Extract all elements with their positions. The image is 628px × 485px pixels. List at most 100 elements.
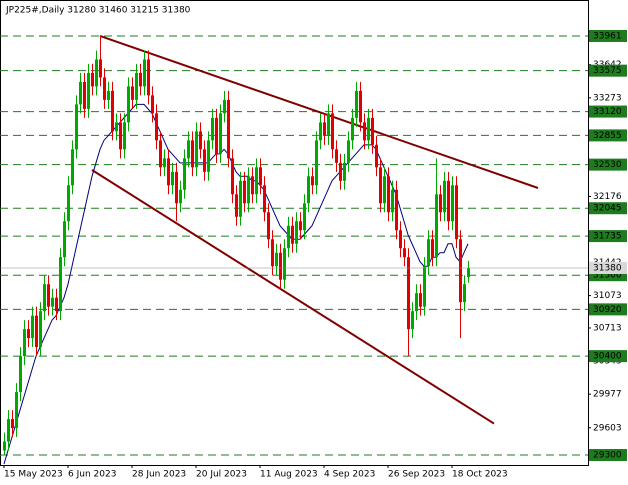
candle-body (351, 117, 354, 141)
candle-body (23, 329, 26, 357)
candle-body (131, 86, 134, 100)
candle-body (407, 257, 410, 330)
level-label-box (589, 29, 627, 42)
level-label-box (589, 129, 627, 142)
candle-body (3, 441, 6, 451)
level-label: 33575 (593, 66, 622, 76)
level-label-box (589, 202, 627, 215)
candle-body (83, 81, 86, 109)
candle-body (79, 81, 82, 105)
candle-body (71, 149, 74, 186)
candle-body (27, 329, 30, 339)
candle-body (295, 221, 298, 244)
y-tick-label: 32176 (593, 192, 622, 202)
candle-body (371, 117, 374, 145)
candle-body (219, 113, 222, 154)
candle-body (415, 293, 418, 312)
candle-body (395, 189, 398, 231)
candle-body (159, 140, 162, 168)
candle-body (147, 59, 150, 96)
level-label-box (589, 303, 627, 316)
candle-body (227, 99, 230, 159)
candle-body (139, 72, 142, 87)
level-label-box (589, 105, 627, 118)
candle-body (247, 176, 250, 204)
candle-body (43, 284, 46, 312)
candle-body (347, 140, 350, 163)
candle-body (199, 131, 202, 150)
candle-body (303, 203, 306, 231)
y-tick-label: 29977 (593, 390, 622, 400)
candle-body (11, 419, 14, 429)
candle-body (63, 221, 66, 258)
candle-body (91, 72, 94, 87)
candle-body (447, 180, 450, 222)
candle-body (179, 189, 182, 204)
candle-body (383, 176, 386, 204)
candle-body (87, 72, 90, 109)
candle-body (387, 176, 390, 213)
candle-body (231, 158, 234, 195)
chart-title: JP225#,Daily 31280 31460 31215 31380 (5, 6, 191, 16)
candle-body (319, 122, 322, 141)
current-price-box (589, 262, 627, 275)
candle-body (171, 171, 174, 186)
candle-body (119, 122, 122, 150)
candle-body (207, 140, 210, 172)
x-tick-label: 28 Jun 2023 (132, 470, 186, 480)
level-label-box (589, 64, 627, 77)
candle-body (7, 419, 10, 442)
candle-body (155, 113, 158, 141)
candle-body (467, 268, 470, 278)
candle-body (271, 239, 274, 267)
candle-body (143, 59, 146, 87)
candle-body (263, 185, 266, 213)
candle-body (343, 162, 346, 181)
candle-body (307, 176, 310, 204)
level-label-box (589, 449, 627, 462)
level-label: 32530 (593, 160, 622, 170)
candle-body (455, 185, 458, 240)
candle-body (127, 86, 130, 123)
candle-body (167, 158, 170, 186)
trendline (99, 35, 539, 189)
current-price-label: 31380 (593, 264, 622, 274)
level-label: 31735 (593, 232, 622, 242)
candle-body (75, 104, 78, 150)
candle-body (99, 59, 102, 78)
candle-body (451, 185, 454, 222)
candle-body (275, 252, 278, 267)
candle-body (359, 90, 362, 123)
x-tick-label: 11 Aug 2023 (260, 470, 318, 480)
candle-body (311, 176, 314, 186)
candle-body (223, 99, 226, 114)
candle-body (423, 266, 426, 307)
candle-body (431, 239, 434, 258)
candle-body (411, 311, 414, 330)
level-label: 32045 (593, 204, 622, 214)
candle-body (355, 90, 358, 118)
candle-body (111, 90, 114, 132)
y-tick-label: 29603 (593, 423, 622, 433)
y-tick-label: 31073 (593, 291, 622, 301)
candle-body (195, 131, 198, 168)
candle-body (31, 315, 34, 339)
level-label: 30400 (593, 352, 622, 362)
candle-body (55, 297, 58, 312)
candle-body (267, 212, 270, 240)
candle-body (283, 248, 286, 280)
candle-body (323, 122, 326, 136)
x-tick-label: 4 Sep 2023 (324, 470, 375, 480)
level-label-box (589, 158, 627, 171)
candle-body (103, 77, 106, 100)
candle-body (399, 230, 402, 249)
level-label: 33120 (593, 107, 622, 117)
candle-body (299, 221, 302, 231)
level-label-box (589, 230, 627, 243)
x-tick-label: 26 Sep 2023 (388, 470, 445, 480)
candle-body (363, 122, 366, 141)
candle-body (175, 171, 178, 204)
candle-body (367, 117, 370, 141)
trendline (91, 169, 495, 425)
